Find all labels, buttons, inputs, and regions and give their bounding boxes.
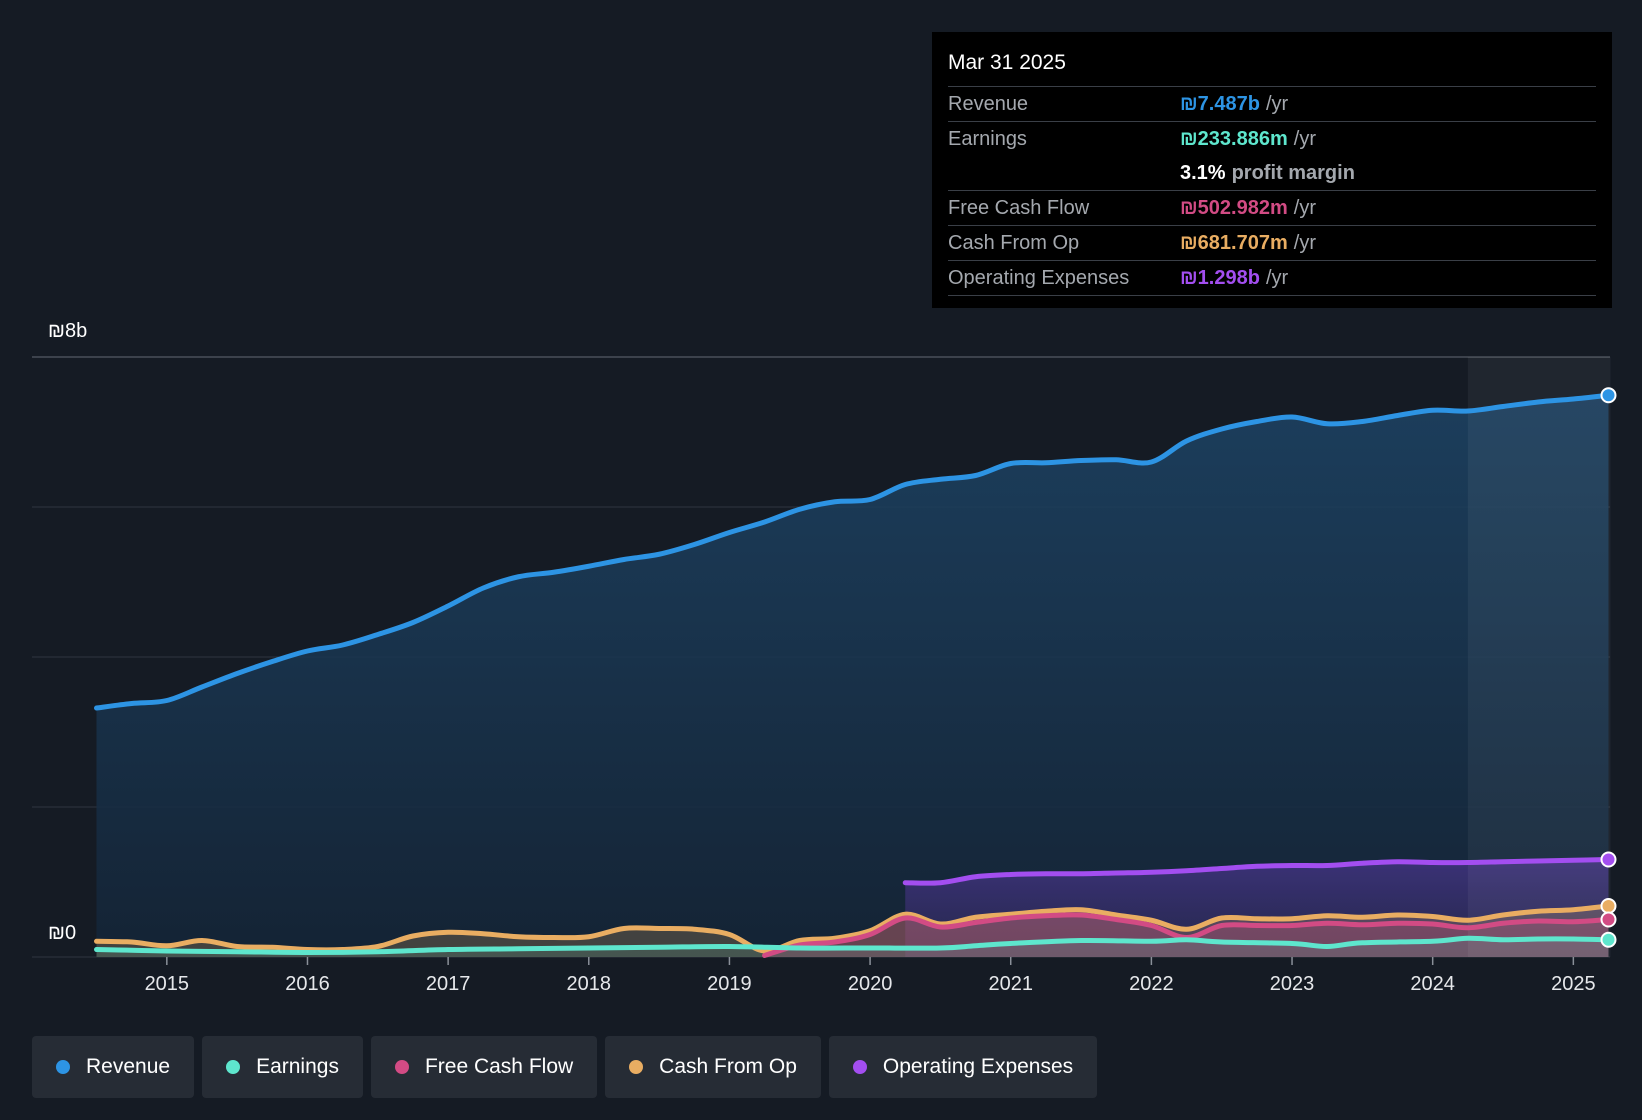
tooltip-unit: /yr [1265,266,1289,289]
legend-item-revenue[interactable]: Revenue [32,1036,195,1098]
tooltip-row-opex: Operating Expenses ₪1.298b /yr [948,261,1596,296]
x-tick-label: 2024 [1410,973,1455,995]
tooltip-label: Revenue [948,92,1029,115]
tooltip-value-opex: ₪1.298b [1180,266,1260,289]
tooltip-unit: /yr [1293,231,1316,254]
legend-item-opex[interactable]: Operating Expenses [828,1036,1098,1098]
recent-period-shade [1467,357,1611,957]
legend-label: Revenue [86,1055,171,1078]
chart-legend: Revenue Earnings Free Cash Flow Cash Fro… [32,1036,1098,1098]
legend-label: Operating Expenses [882,1055,1074,1078]
x-tick-label: 2021 [988,973,1033,995]
y-axis-bottom-label: ₪0 [48,922,77,944]
tooltip-date: Mar 31 2025 [948,46,1596,87]
legend-dot-icon [629,1060,644,1074]
x-tick-label: 2020 [848,973,893,995]
tooltip-label: Operating Expenses [948,266,1130,289]
tooltip-label: Cash From Op [948,231,1080,254]
tooltip-value-earnings: ₪233.886m [1180,127,1288,150]
line-earnings [94,935,1611,955]
tooltip-value-revenue: ₪7.487b [1180,92,1260,115]
tooltip-row-fcf: Free Cash Flow ₪502.982m /yr [948,191,1596,226]
legend-item-earnings[interactable]: Earnings [202,1036,363,1098]
legend-label: Earnings [256,1055,339,1078]
endpoint-opex [1600,851,1617,868]
tooltip-row-margin: 3.1% profit margin [948,156,1596,191]
tooltip-profit-margin-label: profit margin [1231,161,1355,184]
line-revenue [94,392,1611,711]
area-revenue [96,395,1609,957]
legend-dot-icon [226,1060,241,1074]
x-tick-label: 2017 [426,973,471,995]
x-tick-label: 2025 [1551,973,1596,995]
endpoint-fcf [1600,911,1617,928]
line-opex [902,857,1611,886]
tooltip-profit-margin-value: 3.1% [1180,161,1226,184]
legend-label: Free Cash Flow [424,1055,574,1078]
legend-item-cfo[interactable]: Cash From Op [605,1036,821,1098]
series-lines [94,392,1611,958]
tooltip-row-earnings: Earnings ₪233.886m /yr [948,122,1596,156]
legend-dot-icon [852,1060,867,1074]
tooltip-value-fcf: ₪502.982m [1180,196,1288,219]
x-tick-label: 2022 [1129,973,1174,995]
series-endpoints [1600,387,1617,948]
x-tick-label: 2019 [707,973,752,995]
tooltip-label: Free Cash Flow [948,196,1090,219]
x-axis-ticks: 2015 2016 2017 2018 2019 2020 2021 2022 2023 2024… [145,957,1596,995]
tooltip-unit: /yr [1293,196,1316,219]
area-opex [905,859,1609,957]
x-tick-label: 2023 [1270,973,1315,995]
x-tick-label: 2018 [567,973,612,995]
tooltip-row-cfo: Cash From Op ₪681.707m /yr [948,226,1596,261]
y-axis-top-label: ₪8b [48,320,88,342]
endpoint-cfo [1600,898,1617,914]
legend-item-fcf[interactable]: Free Cash Flow [370,1036,598,1098]
legend-dot-icon [394,1060,409,1074]
legend-dot-icon [56,1060,70,1074]
series-areas [96,395,1609,957]
legend-label: Cash From Op [659,1055,797,1078]
endpoint-earnings [1600,931,1617,948]
tooltip-row-revenue: Revenue ₪7.487b /yr [948,87,1596,122]
tooltip-unit: /yr [1265,92,1289,115]
tooltip-value-cfo: ₪681.707m [1180,231,1288,254]
x-tick-label: 2015 [145,973,190,995]
tooltip-label: Earnings [948,127,1027,150]
line-cfo [94,903,1611,954]
tooltip-panel: Mar 31 2025 Revenue ₪7.487b /yr Earnings… [932,32,1612,308]
x-tick-label: 2016 [285,973,330,995]
endpoint-revenue [1600,387,1617,404]
tooltip-unit: /yr [1293,127,1316,150]
